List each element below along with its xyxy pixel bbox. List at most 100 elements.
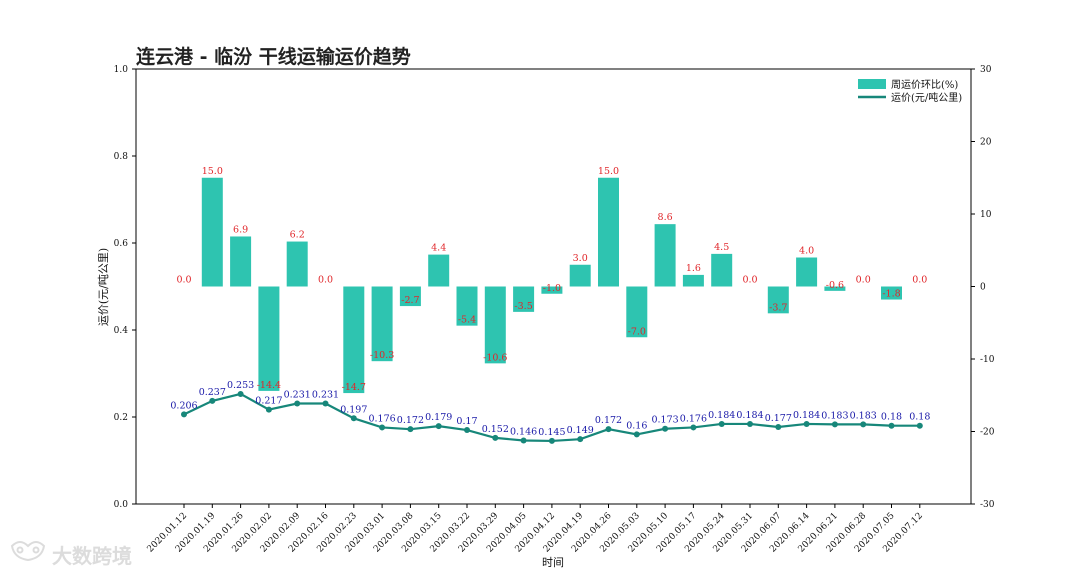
right-tick-label: 10 (980, 210, 992, 220)
line-value-label: 0.206 (170, 400, 197, 411)
line-point (747, 420, 753, 427)
line-point (718, 420, 725, 427)
line-value-label: 0.173 (651, 415, 678, 426)
line-point (548, 437, 555, 444)
line-value-label: 0.176 (680, 413, 707, 424)
bar-value-label: -7.0 (628, 326, 646, 337)
line-point (237, 390, 244, 397)
line-point (435, 423, 442, 430)
bar (286, 241, 308, 287)
legend-label-line: 运价(元/吨公里) (891, 91, 962, 104)
bar-value-label: -2.7 (401, 295, 419, 306)
line-value-label: 0.176 (368, 413, 395, 424)
line-value-label: 0.184 (793, 410, 820, 421)
left-tick-label: 0.2 (114, 413, 128, 423)
bar-value-label: 4.0 (799, 246, 814, 257)
bar (598, 177, 619, 287)
bar-value-label: -14.7 (342, 382, 366, 393)
bar-value-label: 1.6 (686, 263, 701, 274)
bar-value-label: -10.3 (370, 350, 394, 361)
bar (428, 254, 450, 287)
line-point (520, 437, 527, 444)
bar (796, 257, 818, 287)
chart-title: 连云港 - 临汾 干线运输运价趋势 (136, 45, 411, 68)
bar (569, 264, 591, 287)
line-value-label: 0.172 (397, 415, 424, 426)
bar-value-label: 8.6 (658, 212, 673, 223)
line-value-label: 0.179 (425, 412, 452, 423)
line-value-label: 0.145 (538, 427, 565, 438)
left-tick-label: 0.4 (114, 326, 129, 336)
bar (201, 177, 223, 287)
line-value-label: 0.17 (456, 416, 477, 427)
line-value-label: 0.237 (199, 387, 226, 398)
bar (626, 286, 648, 338)
bar (711, 253, 733, 287)
bar-value-label: 0.0 (742, 275, 757, 286)
right-axis: -30 -20 -10 0 10 20 30 (971, 65, 995, 510)
line-point (294, 400, 301, 407)
bar (456, 286, 478, 326)
bar (824, 286, 846, 291)
line-value-label: 0.183 (821, 410, 848, 421)
line-value-label: 0.184 (736, 410, 763, 421)
line-point (690, 424, 697, 431)
bar-value-label: -5.4 (458, 315, 476, 326)
left-tick-label: 1.0 (114, 65, 129, 75)
line-point (407, 426, 414, 433)
watermark: 大数跨境 (10, 541, 132, 568)
line-point (775, 424, 782, 431)
bar-value-label: 0.0 (912, 275, 927, 286)
bar-value-label: -14.4 (257, 380, 281, 391)
line-point (577, 436, 584, 443)
bar-value-label: 0.0 (856, 275, 871, 286)
bar-value-label: -3.7 (769, 302, 787, 313)
left-tick-label: 0.6 (114, 239, 129, 249)
line-point (265, 406, 272, 413)
line-value-label: 0.172 (595, 415, 622, 426)
bar-value-label: -1.8 (882, 289, 900, 300)
line-point (662, 425, 669, 432)
bar-value-label: -10.6 (483, 352, 507, 363)
right-tick-label: 0 (980, 283, 986, 293)
right-tick-label: -20 (980, 428, 995, 438)
line-point (916, 422, 923, 429)
bar (371, 286, 393, 362)
bar-value-label: 15.0 (202, 166, 223, 177)
line-value-label: 0.231 (284, 390, 311, 401)
line-value-label: 0.152 (482, 424, 509, 435)
line-series (181, 390, 923, 444)
line-point (350, 415, 357, 422)
bar-value-label: 4.4 (431, 243, 446, 254)
line-value-label: 0.18 (881, 412, 902, 423)
line-value-label: 0.231 (312, 390, 339, 401)
bar-value-label: 15.0 (598, 166, 619, 177)
line-point (492, 434, 499, 441)
bar-value-label: -1.0 (543, 283, 561, 294)
line-point (633, 431, 640, 438)
line-value-label: 0.149 (567, 425, 594, 436)
right-tick-label: 20 (980, 138, 992, 148)
watermark-text: 大数跨境 (52, 544, 132, 568)
line-value-label: 0.197 (340, 404, 367, 415)
legend-swatch-bar (858, 79, 886, 89)
bar (682, 274, 704, 287)
bar (654, 224, 676, 287)
line-point (888, 422, 895, 429)
line-value-label: 0.18 (909, 412, 930, 423)
watermark-logo-icon (10, 541, 46, 562)
bar (767, 286, 789, 314)
bar (513, 286, 535, 312)
line-value-label: 0.177 (765, 413, 792, 424)
line-point (464, 427, 470, 434)
line-value-label: 0.16 (626, 420, 647, 431)
line-value-label: 0.253 (227, 380, 254, 391)
line-value-label: 0.183 (850, 410, 877, 421)
bar-value-label: 6.9 (233, 224, 248, 235)
bar (541, 286, 563, 294)
left-tick-label: 0.8 (114, 152, 129, 162)
bar (343, 286, 365, 394)
bar-value-label: 0.0 (176, 275, 191, 286)
line-point (322, 400, 329, 407)
left-axis: 0.0 0.2 0.4 0.6 0.8 1.0 (114, 65, 136, 510)
